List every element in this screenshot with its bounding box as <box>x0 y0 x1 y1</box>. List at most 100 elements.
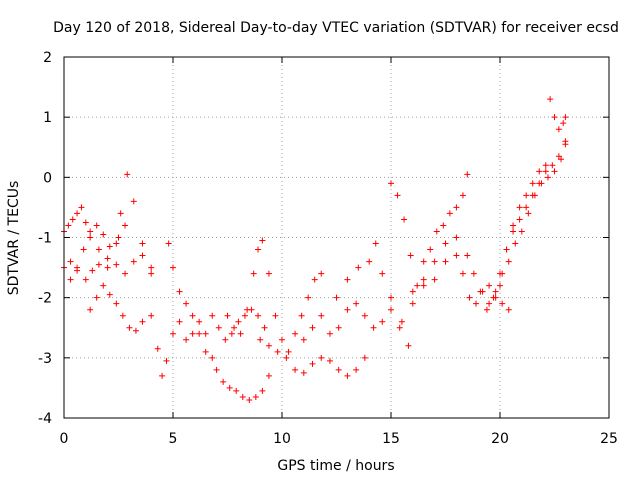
data-point <box>453 204 460 211</box>
data-point <box>420 258 427 265</box>
series-14 <box>486 138 569 307</box>
data-point <box>433 228 440 235</box>
data-point <box>228 330 235 337</box>
data-point <box>544 174 551 181</box>
data-point <box>547 96 554 103</box>
data-point <box>505 306 512 313</box>
series-6 <box>165 240 272 403</box>
data-point <box>122 270 129 277</box>
data-point <box>259 387 266 394</box>
data-point <box>372 240 379 247</box>
data-point <box>453 252 460 259</box>
series-5 <box>154 306 268 379</box>
series-15 <box>497 96 569 289</box>
data-point <box>398 318 405 325</box>
series-1 <box>61 252 155 283</box>
data-point <box>292 366 299 373</box>
data-point <box>119 312 126 319</box>
data-point <box>241 312 248 319</box>
data-point <box>388 180 394 187</box>
data-point <box>497 282 503 289</box>
data-point <box>486 300 493 307</box>
data-point <box>176 288 183 295</box>
data-point <box>183 300 190 307</box>
y-tick-label: 1 <box>43 110 52 126</box>
data-point <box>355 264 362 271</box>
data-point <box>163 357 170 364</box>
data-point <box>473 300 480 307</box>
data-point <box>309 324 316 331</box>
data-point <box>407 252 414 259</box>
data-point <box>490 294 497 301</box>
data-point <box>459 270 466 277</box>
data-point <box>446 210 453 217</box>
x-axis-label: GPS time / hours <box>277 458 394 474</box>
data-point <box>558 156 565 163</box>
data-point <box>265 342 272 349</box>
data-point <box>196 318 203 325</box>
data-point <box>549 162 556 169</box>
grid <box>64 57 609 418</box>
data-point <box>255 246 262 253</box>
x-tick-label: 10 <box>273 431 291 447</box>
data-point <box>87 234 94 241</box>
data-point <box>442 240 449 247</box>
data-point <box>562 138 569 145</box>
x-tick-label: 25 <box>600 431 618 447</box>
data-point <box>113 300 120 307</box>
data-point <box>113 261 120 268</box>
axis-ticks: 0 5 10 15 20 25 -4 -3 -2 -1 0 1 2 <box>38 50 618 447</box>
data-point <box>265 270 272 277</box>
data-point <box>510 228 517 235</box>
data-point <box>117 210 124 217</box>
data-point <box>87 306 94 313</box>
data-point <box>405 342 412 349</box>
data-point <box>518 228 525 235</box>
data-point <box>95 246 102 253</box>
y-tick-label: 2 <box>43 50 52 66</box>
data-point <box>233 387 240 394</box>
data-point <box>379 318 386 325</box>
data-point <box>516 204 523 211</box>
data-point <box>427 246 434 253</box>
data-point <box>139 240 146 247</box>
data-point <box>285 348 292 355</box>
data-point <box>459 192 466 199</box>
data-point <box>344 372 351 379</box>
data-point <box>239 393 246 400</box>
data-point <box>388 306 394 313</box>
chart-title: Day 120 of 2018, Sidereal Day-to-day VTE… <box>53 20 619 36</box>
data-point <box>209 312 216 319</box>
data-point <box>401 216 408 223</box>
data-point <box>311 276 318 283</box>
data-point <box>106 291 113 298</box>
data-point <box>499 270 506 277</box>
data-point <box>272 312 279 319</box>
data-point <box>209 354 216 361</box>
data-point <box>536 168 543 175</box>
x-tick-label: 5 <box>169 431 178 447</box>
data-point <box>274 348 281 355</box>
data-point <box>202 348 209 355</box>
data-point <box>542 168 549 175</box>
data-point <box>353 300 360 307</box>
data-point <box>344 306 351 313</box>
data-point <box>394 192 401 199</box>
y-tick-label: 0 <box>43 170 52 186</box>
data-point <box>414 282 421 289</box>
data-point <box>257 336 264 343</box>
data-point <box>431 258 438 265</box>
data-point <box>298 312 305 319</box>
data-point <box>361 312 368 319</box>
data-point <box>124 171 131 178</box>
data-point <box>196 330 203 337</box>
data-point <box>326 330 333 337</box>
data-point <box>555 153 562 160</box>
data-point <box>213 366 220 373</box>
data-point <box>130 258 137 265</box>
data-point <box>222 336 229 343</box>
data-point <box>555 126 562 133</box>
data-point <box>562 114 569 121</box>
data-point <box>67 258 74 265</box>
x-tick-label: 15 <box>382 431 400 447</box>
